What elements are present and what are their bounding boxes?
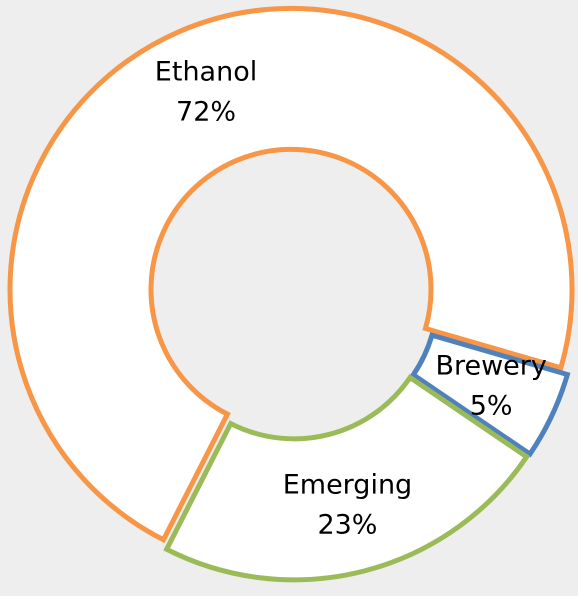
slice-value-label: 5% [470, 391, 513, 422]
slice-label: Ethanol [155, 57, 257, 88]
donut-slice [163, 374, 531, 583]
slice-value-label: 23% [317, 510, 377, 541]
donut-slice [409, 332, 571, 458]
slice-label: Emerging [283, 470, 413, 501]
slice-value-label: 72% [176, 97, 236, 128]
slice-label: Brewery [435, 351, 546, 382]
donut-slice [7, 5, 575, 544]
